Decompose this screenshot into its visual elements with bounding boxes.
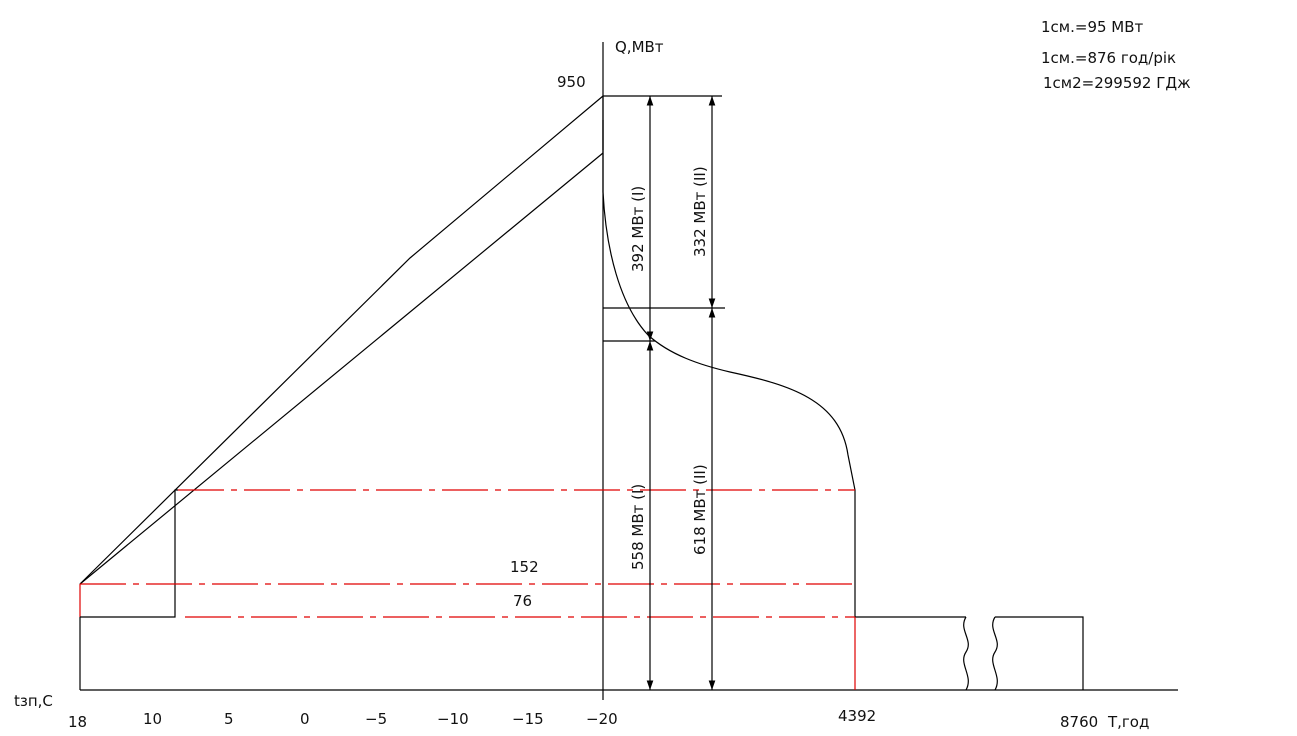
time-axis-label: T,год: [1107, 713, 1149, 731]
scale-note-power: 1см.=95 МВт: [1041, 18, 1144, 36]
scale-note-time: 1см.=876 год/рік: [1041, 49, 1176, 67]
q-axis-label: Q,МВт: [615, 38, 664, 56]
q-152-label: 152: [510, 558, 539, 576]
q-76-label: 76: [513, 592, 532, 610]
temp-tick: 18: [68, 713, 87, 731]
hot-water-step: [80, 489, 178, 618]
temp-tick: −5: [365, 710, 387, 728]
time-tick-4392: 4392: [838, 707, 876, 725]
scale-note-energy: 1см2=299592 ГДж: [1043, 74, 1191, 92]
summer-load-line-2: [995, 616, 1084, 690]
heat-duration-curve: [602, 96, 856, 617]
temp-tick: −20: [586, 710, 618, 728]
temp-tick-labels: 18 10 5 0 −5 −10 −15 −20: [68, 710, 618, 731]
temp-tick: 5: [224, 710, 234, 728]
temp-axis-label: tзп,С: [14, 692, 53, 710]
heat-load-line-reduced: [79, 152, 604, 585]
heat-load-line-total: [79, 95, 604, 585]
axis-break-right: [992, 616, 998, 691]
temp-tick: 10: [143, 710, 162, 728]
temp-tick: −10: [437, 710, 469, 728]
dim-618-label: 618 МВт (II): [691, 464, 709, 555]
temp-tick: −15: [512, 710, 544, 728]
dim-332-label: 332 МВт (II): [691, 166, 709, 257]
time-tick-8760: 8760: [1060, 713, 1098, 731]
dim-392-label: 392 МВт (I): [629, 186, 647, 272]
q-max-label: 950: [557, 73, 586, 91]
axis-break-left: [963, 616, 969, 691]
dim-558-label: 558 МВт (I): [629, 484, 647, 570]
temp-tick: 0: [300, 710, 310, 728]
